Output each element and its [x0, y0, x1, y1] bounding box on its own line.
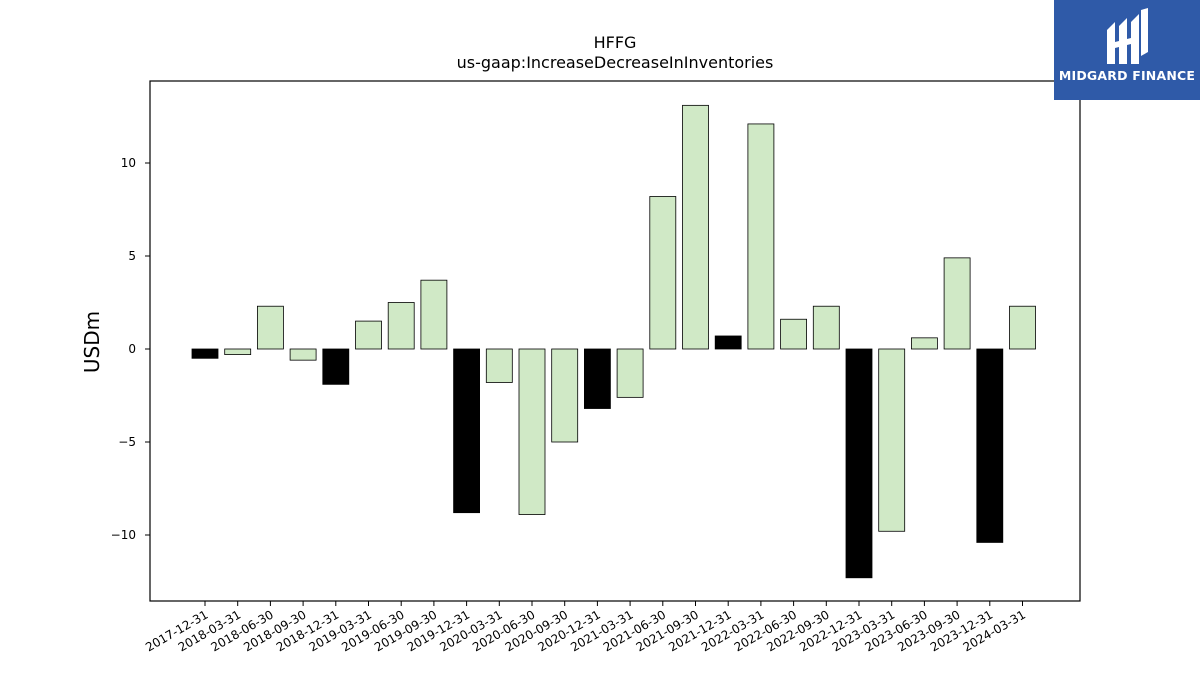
- bar-2017-12-31: [191, 348, 219, 359]
- bar-2018-09-30: [289, 348, 317, 361]
- bar-2022-03-31: [747, 123, 775, 350]
- bar-2021-03-31: [616, 348, 644, 398]
- bar-2020-09-30: [551, 348, 579, 443]
- y-axis-label: USDm: [80, 311, 104, 373]
- bar-2024-03-31: [1009, 305, 1036, 350]
- bar-2023-03-31: [878, 348, 906, 532]
- bar-2022-09-30: [812, 305, 840, 350]
- y-tick-label: −10: [111, 528, 136, 542]
- brand-logo: MIDGARD FINANCE: [1054, 0, 1200, 100]
- bar-2023-12-31: [976, 348, 1004, 543]
- bar-2021-06-30: [649, 196, 677, 350]
- bar-2018-06-30: [256, 305, 284, 350]
- bar-2021-12-31: [714, 335, 742, 350]
- x-axis: 2017-12-312018-03-312018-06-302018-09-30…: [143, 601, 1028, 654]
- plot-frame: [149, 80, 1081, 602]
- bar-2020-12-31: [584, 348, 611, 409]
- bar-2023-09-30: [943, 257, 971, 350]
- chart-title: HFFG: [594, 33, 637, 52]
- bars-group: [191, 104, 1036, 579]
- y-tick-label: −5: [118, 435, 136, 449]
- y-tick-label: 5: [128, 249, 136, 263]
- bar-2020-06-30: [518, 348, 546, 515]
- bar-2018-03-31: [224, 348, 252, 355]
- y-tick-label: 0: [128, 342, 136, 356]
- bar-2019-12-31: [453, 348, 481, 514]
- bar-2019-06-30: [387, 302, 415, 350]
- bar-2021-09-30: [682, 104, 709, 350]
- brand-name: MIDGARD FINANCE: [1058, 68, 1196, 83]
- bar-2023-06-30: [911, 337, 938, 350]
- bar-2019-09-30: [420, 279, 448, 350]
- y-axis: −10 −5 0 5 10: [111, 156, 150, 542]
- bar-2022-12-31: [845, 348, 873, 579]
- y-tick-label: 10: [121, 156, 136, 170]
- chart-subtitle: us-gaap:IncreaseDecreaseInInventories: [457, 53, 774, 72]
- bar-2018-12-31: [322, 348, 350, 385]
- bar-2019-03-31: [355, 320, 382, 350]
- midgard-logo-icon: [1107, 8, 1148, 64]
- bar-2020-03-31: [485, 348, 513, 383]
- bar-2022-06-30: [780, 318, 807, 350]
